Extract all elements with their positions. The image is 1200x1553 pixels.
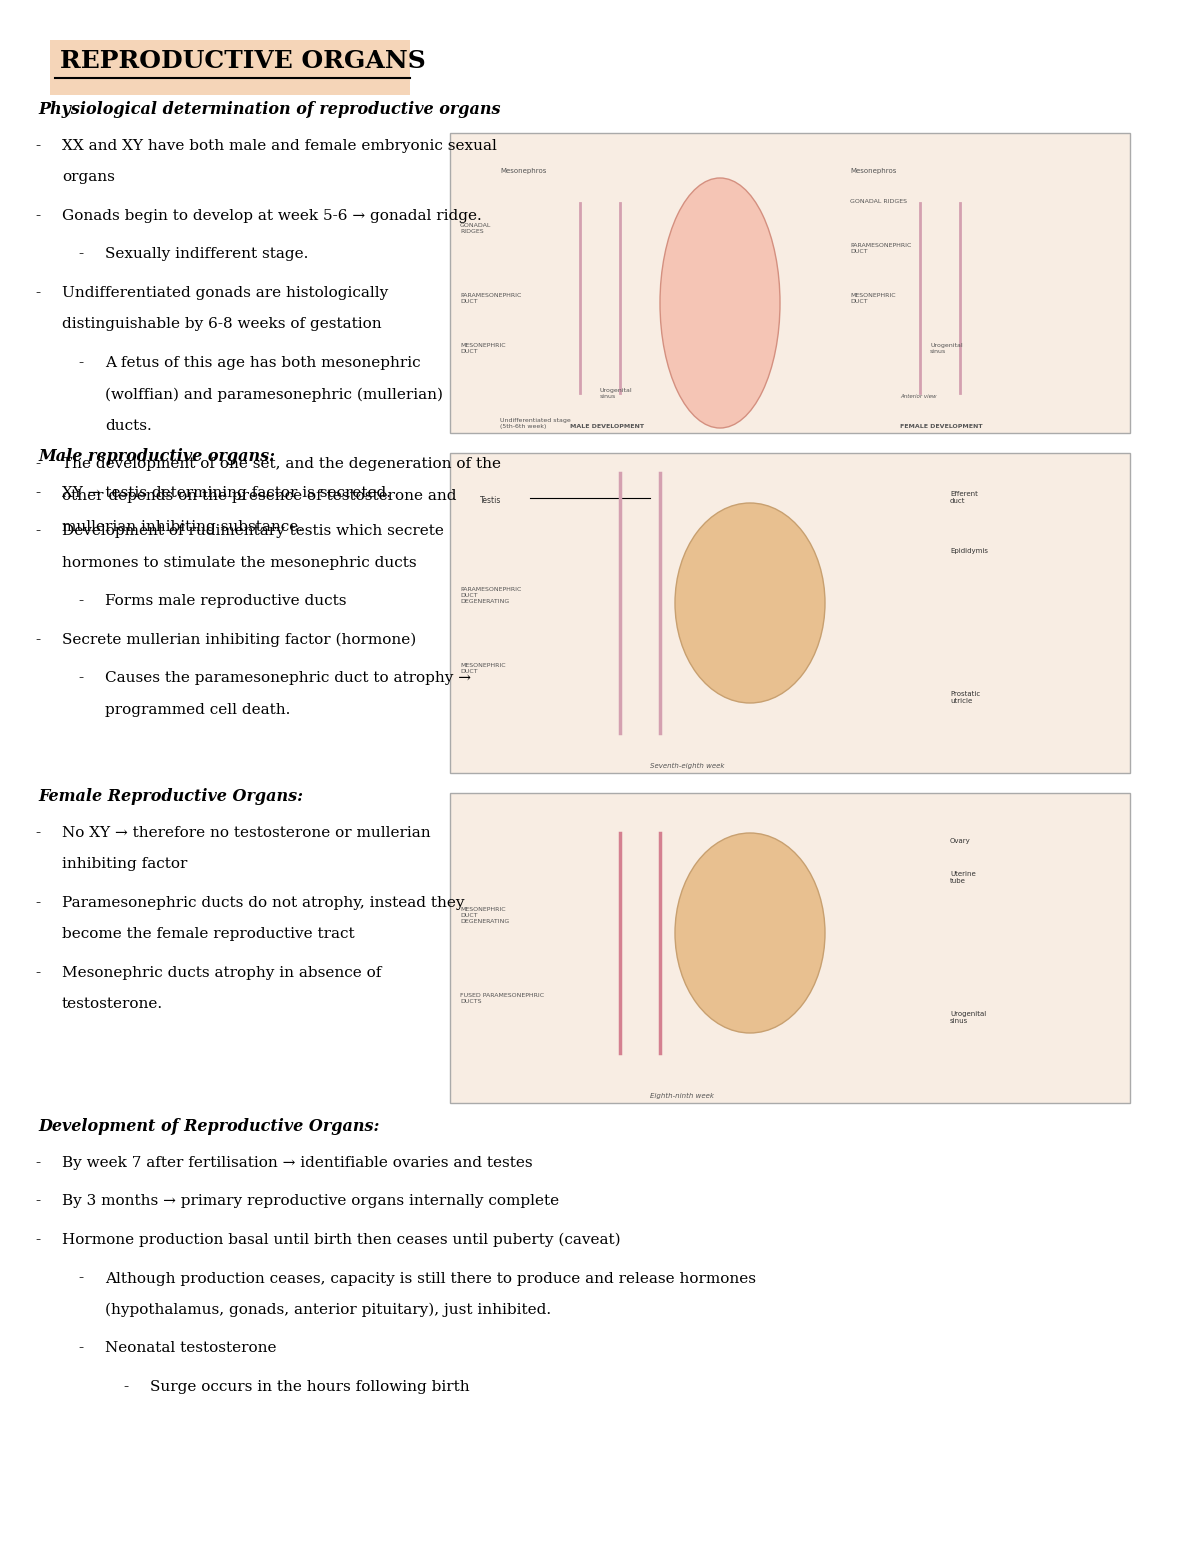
Text: FUSED PARAMESONEPHRIC
DUCTS: FUSED PARAMESONEPHRIC DUCTS: [460, 994, 544, 1003]
Text: Sexually indifferent stage.: Sexually indifferent stage.: [106, 247, 308, 261]
Text: The development of one set, and the degeneration of the: The development of one set, and the dege…: [62, 458, 502, 472]
Text: Gonads begin to develop at week 5-6 → gonadal ridge.: Gonads begin to develop at week 5-6 → go…: [62, 210, 481, 224]
FancyBboxPatch shape: [50, 40, 410, 95]
Text: Mesonephric ducts atrophy in absence of: Mesonephric ducts atrophy in absence of: [62, 966, 382, 980]
Text: -: -: [35, 1233, 40, 1247]
Text: Secrete mullerian inhibiting factor (hormone): Secrete mullerian inhibiting factor (hor…: [62, 634, 416, 648]
Text: Mesonephros: Mesonephros: [500, 168, 546, 174]
Text: testosterone.: testosterone.: [62, 997, 163, 1011]
Text: Forms male reproductive ducts: Forms male reproductive ducts: [106, 595, 347, 609]
Text: -: -: [35, 458, 40, 472]
Text: By 3 months → primary reproductive organs internally complete: By 3 months → primary reproductive organ…: [62, 1194, 559, 1208]
Text: MESONEPHRIC
DUCT
DEGENERATING: MESONEPHRIC DUCT DEGENERATING: [460, 907, 509, 924]
Text: Epididymis: Epididymis: [950, 548, 988, 554]
Text: MESONEPHRIC
DUCT: MESONEPHRIC DUCT: [460, 343, 505, 354]
Text: REPRODUCTIVE ORGANS: REPRODUCTIVE ORGANS: [60, 50, 426, 73]
Text: Uterine
tube: Uterine tube: [950, 871, 976, 884]
Text: -: -: [124, 1381, 128, 1395]
Text: GONADAL RIDGES: GONADAL RIDGES: [850, 199, 907, 203]
Ellipse shape: [674, 832, 826, 1033]
Text: Development of rudimentary testis which secrete: Development of rudimentary testis which …: [62, 525, 444, 539]
Text: PARAMESONEPHRIC
DUCT
DEGENERATING: PARAMESONEPHRIC DUCT DEGENERATING: [460, 587, 521, 604]
Text: Although production ceases, capacity is still there to produce and release hormo: Although production ceases, capacity is …: [106, 1272, 756, 1286]
Text: -: -: [35, 634, 40, 648]
Text: GONADAL
RIDGES: GONADAL RIDGES: [460, 224, 491, 235]
Text: -: -: [78, 247, 83, 261]
Text: (wolffian) and paramesonephric (mullerian): (wolffian) and paramesonephric (mulleria…: [106, 388, 443, 402]
Text: Neonatal testosterone: Neonatal testosterone: [106, 1342, 276, 1356]
Text: -: -: [78, 356, 83, 370]
Text: Surge occurs in the hours following birth: Surge occurs in the hours following birt…: [150, 1381, 469, 1395]
Text: MESONEPHRIC
DUCT: MESONEPHRIC DUCT: [850, 294, 895, 304]
Text: Urogenital
sinus: Urogenital sinus: [930, 343, 962, 354]
Text: Male reproductive organs:: Male reproductive organs:: [38, 447, 275, 464]
Text: -: -: [35, 1155, 40, 1169]
Text: XY → testis determining factor is secreted.: XY → testis determining factor is secret…: [62, 486, 391, 500]
Text: -: -: [35, 896, 40, 910]
Text: -: -: [35, 486, 40, 500]
Text: -: -: [35, 525, 40, 539]
Text: other depends on the presence of testosterone and: other depends on the presence of testost…: [62, 489, 456, 503]
Text: Prostatic
utricle: Prostatic utricle: [950, 691, 980, 704]
Text: -: -: [78, 671, 83, 685]
Text: Development of Reproductive Organs:: Development of Reproductive Organs:: [38, 1118, 379, 1135]
Text: MALE DEVELOPMENT: MALE DEVELOPMENT: [570, 424, 644, 429]
Text: -: -: [78, 1272, 83, 1286]
Text: Physiological determination of reproductive organs: Physiological determination of reproduct…: [38, 101, 500, 118]
Text: Urogenital
sinus: Urogenital sinus: [600, 388, 632, 399]
Text: -: -: [78, 1342, 83, 1356]
Text: MESONEPHRIC
DUCT: MESONEPHRIC DUCT: [460, 663, 505, 674]
Text: Hormone production basal until birth then ceases until puberty (caveat): Hormone production basal until birth the…: [62, 1233, 620, 1247]
Text: No XY → therefore no testosterone or mullerian: No XY → therefore no testosterone or mul…: [62, 826, 431, 840]
Text: Mesonephros: Mesonephros: [850, 168, 896, 174]
Text: become the female reproductive tract: become the female reproductive tract: [62, 927, 355, 941]
Text: Anterior view: Anterior view: [900, 394, 936, 399]
Text: -: -: [78, 595, 83, 609]
Text: Efferent
duct: Efferent duct: [950, 491, 978, 505]
Text: organs: organs: [62, 171, 115, 185]
Text: -: -: [35, 286, 40, 300]
FancyBboxPatch shape: [450, 453, 1130, 773]
Text: Female Reproductive Organs:: Female Reproductive Organs:: [38, 787, 302, 804]
Text: Ovary: Ovary: [950, 839, 971, 843]
Text: XX and XY have both male and female embryonic sexual: XX and XY have both male and female embr…: [62, 140, 497, 154]
FancyBboxPatch shape: [450, 794, 1130, 1103]
Text: Undifferentiated stage
(5th-6th week): Undifferentiated stage (5th-6th week): [500, 418, 571, 429]
Text: PARAMESONEPHRIC
DUCT: PARAMESONEPHRIC DUCT: [850, 244, 911, 255]
Text: Testis: Testis: [480, 495, 502, 505]
Text: Paramesonephric ducts do not atrophy, instead they: Paramesonephric ducts do not atrophy, in…: [62, 896, 464, 910]
Text: PARAMESONEPHRIC
DUCT: PARAMESONEPHRIC DUCT: [460, 294, 521, 304]
Text: -: -: [35, 210, 40, 224]
Text: -: -: [35, 1194, 40, 1208]
Text: hormones to stimulate the mesonephric ducts: hormones to stimulate the mesonephric du…: [62, 556, 416, 570]
Ellipse shape: [660, 179, 780, 429]
Text: Seventh-eighth week: Seventh-eighth week: [650, 763, 725, 769]
Text: inhibiting factor: inhibiting factor: [62, 857, 187, 871]
Text: -: -: [35, 140, 40, 154]
Text: By week 7 after fertilisation → identifiable ovaries and testes: By week 7 after fertilisation → identifi…: [62, 1155, 533, 1169]
Text: ducts.: ducts.: [106, 419, 151, 433]
Text: distinguishable by 6-8 weeks of gestation: distinguishable by 6-8 weeks of gestatio…: [62, 317, 382, 331]
Text: -: -: [35, 826, 40, 840]
Text: (hypothalamus, gonads, anterior pituitary), just inhibited.: (hypothalamus, gonads, anterior pituitar…: [106, 1303, 551, 1317]
FancyBboxPatch shape: [450, 134, 1130, 433]
Text: A fetus of this age has both mesonephric: A fetus of this age has both mesonephric: [106, 356, 421, 370]
Text: FEMALE DEVELOPMENT: FEMALE DEVELOPMENT: [900, 424, 983, 429]
Text: Urogenital
sinus: Urogenital sinus: [950, 1011, 986, 1023]
Text: Undifferentiated gonads are histologically: Undifferentiated gonads are histological…: [62, 286, 389, 300]
Text: mullerian inhibiting substance.: mullerian inhibiting substance.: [62, 520, 302, 534]
Text: Eighth-ninth week: Eighth-ninth week: [650, 1093, 714, 1100]
Text: Causes the paramesonephric duct to atrophy →: Causes the paramesonephric duct to atrop…: [106, 671, 470, 685]
Ellipse shape: [674, 503, 826, 704]
Text: -: -: [35, 966, 40, 980]
Text: programmed cell death.: programmed cell death.: [106, 704, 290, 717]
